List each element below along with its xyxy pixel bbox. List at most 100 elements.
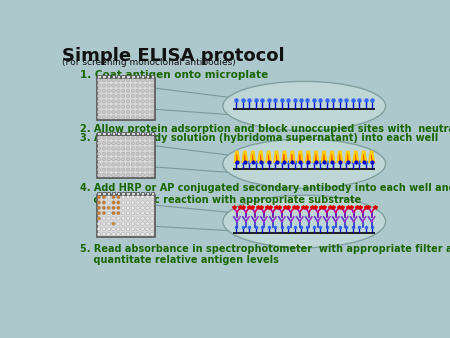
Circle shape [141, 233, 144, 236]
Circle shape [102, 173, 106, 177]
Bar [126, 192, 130, 195]
Circle shape [112, 217, 115, 220]
Circle shape [131, 201, 135, 204]
Circle shape [112, 227, 115, 231]
Circle shape [122, 206, 125, 210]
Circle shape [136, 89, 140, 93]
Circle shape [131, 173, 135, 177]
Circle shape [112, 147, 115, 150]
Circle shape [122, 163, 125, 166]
Bar [233, 168, 375, 170]
Circle shape [97, 201, 101, 204]
Circle shape [141, 78, 144, 82]
Ellipse shape [223, 139, 386, 188]
Circle shape [122, 217, 125, 220]
Circle shape [117, 94, 120, 98]
Circle shape [141, 136, 144, 140]
Circle shape [146, 147, 149, 150]
Circle shape [146, 173, 149, 177]
Circle shape [146, 158, 149, 161]
Bar [117, 132, 120, 135]
Circle shape [122, 84, 125, 87]
Circle shape [102, 222, 106, 225]
Bar [146, 132, 149, 135]
Circle shape [97, 78, 101, 82]
Circle shape [112, 105, 115, 108]
Circle shape [131, 116, 135, 119]
Circle shape [150, 233, 154, 236]
Circle shape [102, 116, 106, 119]
Circle shape [136, 206, 140, 210]
Circle shape [141, 217, 144, 220]
Circle shape [131, 206, 135, 210]
Circle shape [150, 142, 154, 145]
Bar [146, 75, 149, 77]
Circle shape [122, 89, 125, 93]
Bar [136, 192, 140, 195]
Circle shape [117, 168, 120, 171]
Circle shape [117, 211, 120, 215]
Circle shape [112, 136, 115, 140]
Circle shape [107, 100, 110, 103]
Circle shape [141, 84, 144, 87]
Bar [97, 75, 101, 77]
Circle shape [117, 89, 120, 93]
Circle shape [107, 158, 110, 161]
Circle shape [97, 168, 101, 171]
Circle shape [136, 105, 140, 108]
Circle shape [141, 94, 144, 98]
Circle shape [97, 206, 101, 210]
Circle shape [136, 163, 140, 166]
Circle shape [107, 142, 110, 145]
Circle shape [136, 142, 140, 145]
Circle shape [136, 78, 140, 82]
Circle shape [141, 227, 144, 231]
Circle shape [102, 94, 106, 98]
Circle shape [136, 116, 140, 119]
Circle shape [126, 116, 130, 119]
Circle shape [117, 147, 120, 150]
Circle shape [150, 94, 154, 98]
Circle shape [141, 100, 144, 103]
Circle shape [122, 142, 125, 145]
Text: 5. Read absorbance in spectrophotometer  with appropriate filter and
    quantit: 5. Read absorbance in spectrophotometer … [80, 244, 450, 265]
Circle shape [112, 89, 115, 93]
Bar [97, 132, 101, 135]
Circle shape [136, 152, 140, 155]
Bar [112, 192, 115, 195]
Bar [102, 132, 105, 135]
Circle shape [122, 158, 125, 161]
Circle shape [117, 158, 120, 161]
Circle shape [97, 94, 101, 98]
Circle shape [150, 84, 154, 87]
Bar [107, 75, 110, 77]
Circle shape [97, 227, 101, 231]
Circle shape [150, 222, 154, 225]
Circle shape [150, 158, 154, 161]
Circle shape [112, 168, 115, 171]
Circle shape [102, 227, 106, 231]
Circle shape [117, 105, 120, 108]
Bar [141, 75, 144, 77]
Bar [112, 75, 115, 77]
Circle shape [150, 217, 154, 220]
Circle shape [126, 201, 130, 204]
Circle shape [126, 195, 130, 199]
Circle shape [97, 233, 101, 236]
Circle shape [141, 206, 144, 210]
Circle shape [122, 173, 125, 177]
Circle shape [117, 227, 120, 231]
Circle shape [141, 211, 144, 215]
Circle shape [146, 78, 149, 82]
Circle shape [102, 100, 106, 103]
Circle shape [117, 152, 120, 155]
Bar [141, 132, 144, 135]
Circle shape [131, 158, 135, 161]
Circle shape [141, 173, 144, 177]
Circle shape [117, 173, 120, 177]
Circle shape [146, 227, 149, 231]
Circle shape [107, 211, 110, 215]
Circle shape [150, 168, 154, 171]
Circle shape [126, 152, 130, 155]
Circle shape [141, 116, 144, 119]
